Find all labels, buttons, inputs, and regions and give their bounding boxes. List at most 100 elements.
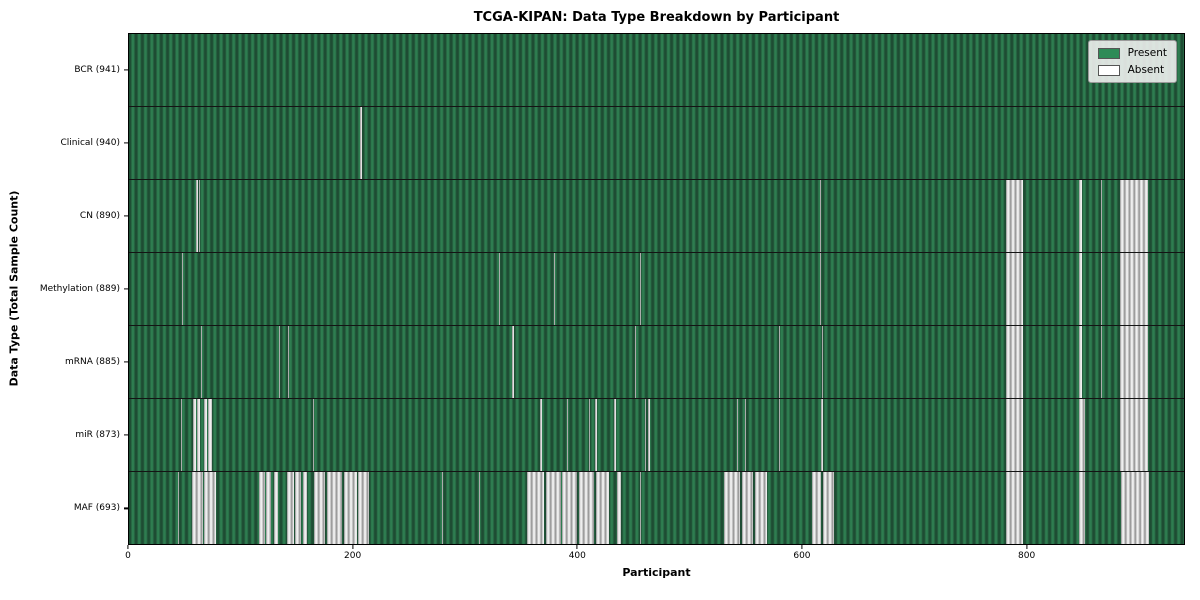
absent-segment <box>512 326 514 398</box>
heatmap-row-clinical <box>129 107 1184 180</box>
absent-segment <box>266 472 272 544</box>
absent-segment <box>498 253 501 325</box>
chart-title: TCGA-KIPAN: Data Type Breakdown by Parti… <box>473 10 840 25</box>
y-tick-mark <box>123 215 128 217</box>
absent-segment <box>540 399 542 471</box>
x-tick-label-200: 200 <box>344 551 362 561</box>
absent-segment <box>1078 253 1082 325</box>
absent-segment <box>724 472 741 544</box>
absent-segment <box>588 399 590 471</box>
y-tick-label-mrna: mRNA (885) <box>65 357 120 368</box>
absent-segment <box>1005 180 1023 252</box>
absent-segment <box>634 326 636 398</box>
absent-segment <box>1121 472 1150 544</box>
absent-segment <box>744 399 746 471</box>
absent-segment <box>1078 472 1086 544</box>
absent-segment <box>779 326 781 398</box>
absent-segment <box>822 472 835 544</box>
absent-segment <box>279 326 281 398</box>
absent-segment <box>259 472 265 544</box>
absent-segment <box>287 326 290 398</box>
x-tick-mark <box>127 545 129 549</box>
y-tick-label-mir: miR (873) <box>75 430 120 441</box>
legend-item-absent: Absent <box>1097 64 1167 76</box>
absent-segment <box>1005 399 1023 471</box>
heatmap-row-methylation <box>129 253 1184 326</box>
absent-segment <box>741 472 754 544</box>
absent-segment <box>178 472 180 544</box>
x-tick-mark <box>352 545 354 549</box>
heatmap-row-mrna <box>129 326 1184 399</box>
absent-segment <box>192 399 196 471</box>
heatmap-row-maf <box>129 472 1184 544</box>
absent-segment <box>196 180 198 252</box>
legend-label: Absent <box>1127 64 1165 76</box>
y-tick-mark <box>123 288 128 290</box>
absent-segment <box>478 472 480 544</box>
absent-segment <box>567 399 569 471</box>
absent-segment <box>200 326 203 398</box>
absent-segment <box>313 472 326 544</box>
y-tick-mark <box>123 68 128 71</box>
absent-segment <box>640 472 642 544</box>
x-tick-mark <box>576 545 578 549</box>
absent-segment <box>1078 399 1086 471</box>
x-axis-label: Participant <box>622 566 691 579</box>
heatmap-row-bcr <box>129 34 1184 107</box>
legend-label: Present <box>1127 47 1167 59</box>
absent-segment <box>358 472 369 544</box>
x-tick-label-0: 0 <box>125 551 131 561</box>
absent-segment <box>1101 180 1103 252</box>
absent-segment <box>821 326 823 398</box>
absent-segment <box>1101 253 1103 325</box>
absent-segment <box>1120 399 1149 471</box>
absent-segment <box>1005 472 1023 544</box>
y-tick-label-bcr: BCR (941) <box>74 64 120 75</box>
absent-segment <box>616 472 622 544</box>
y-tick-mark <box>123 507 128 510</box>
absent-segment <box>199 180 201 252</box>
heatmap-rows <box>129 34 1184 544</box>
y-tick-label-cn: CN (890) <box>79 210 120 221</box>
x-tick-label-800: 800 <box>1018 551 1036 561</box>
absent-segment <box>1078 326 1082 398</box>
absent-segment <box>204 399 207 471</box>
absent-segment <box>180 399 182 471</box>
absent-segment <box>359 107 362 179</box>
absent-segment <box>1005 253 1023 325</box>
legend-item-present: Present <box>1097 47 1167 59</box>
absent-segment <box>614 399 616 471</box>
absent-segment <box>755 472 767 544</box>
absent-segment <box>811 472 821 544</box>
absent-segment <box>819 253 821 325</box>
absent-segment <box>191 472 203 544</box>
absent-segment <box>326 472 342 544</box>
absent-segment <box>295 472 301 544</box>
y-tick-label-maf: MAF (693) <box>73 503 120 514</box>
absent-segment <box>562 472 578 544</box>
y-tick-mark <box>123 361 128 363</box>
y-tick-mark <box>123 434 128 436</box>
legend-swatch-present <box>1097 47 1120 59</box>
absent-segment <box>1120 180 1149 252</box>
heatmap-row-cn <box>129 180 1184 253</box>
absent-segment <box>644 399 646 471</box>
y-tick-mark <box>123 142 128 144</box>
legend-swatch-absent <box>1097 64 1120 76</box>
absent-segment <box>181 253 184 325</box>
absent-segment <box>1005 326 1023 398</box>
absent-segment <box>553 253 556 325</box>
plot-area: Present Absent <box>128 33 1185 545</box>
absent-segment <box>273 472 279 544</box>
y-tick-label-methylation: Methylation (889) <box>39 284 120 294</box>
x-tick-label-400: 400 <box>568 551 586 561</box>
absent-segment <box>595 472 609 544</box>
absent-segment <box>820 399 823 471</box>
absent-segment <box>196 399 201 471</box>
absent-segment <box>1078 180 1082 252</box>
absent-segment <box>819 180 821 252</box>
x-tick-mark <box>1026 545 1028 549</box>
legend: Present Absent <box>1087 40 1177 83</box>
absent-segment <box>579 472 595 544</box>
